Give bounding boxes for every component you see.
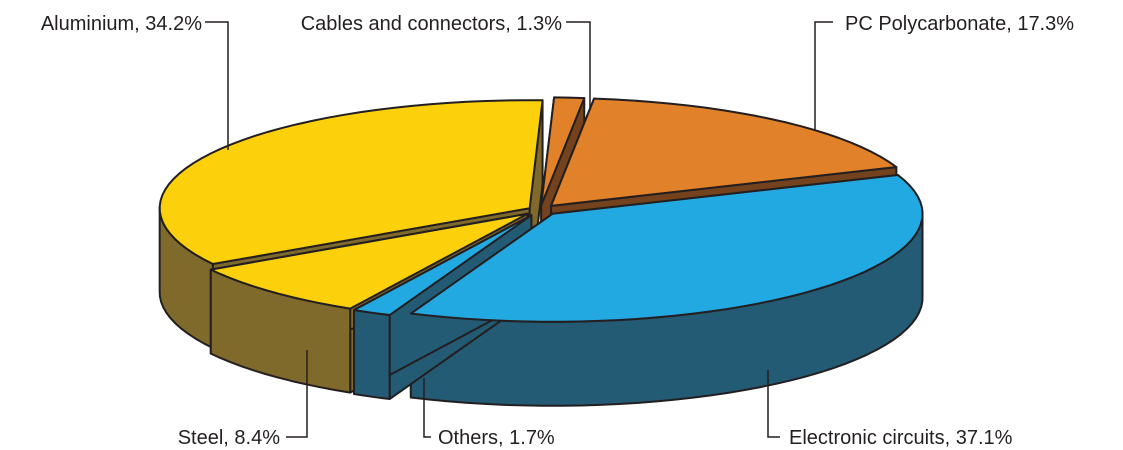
slice-side-others-0 bbox=[353, 309, 391, 401]
leader-cables-and-connectors bbox=[566, 21, 591, 110]
leader-pc-polycarbonate bbox=[814, 21, 833, 130]
label-others: Others, 1.7% bbox=[438, 427, 555, 449]
leader-aluminium bbox=[205, 21, 229, 150]
slice-pc-polycarbonate bbox=[550, 97, 898, 207]
leader-steel bbox=[286, 350, 308, 438]
leader-electronic-circuits bbox=[767, 370, 780, 438]
label-pc-polycarbonate: PC Polycarbonate, 17.3% bbox=[845, 13, 1074, 35]
leader-lines bbox=[205, 21, 833, 438]
leader-others bbox=[423, 378, 431, 438]
slice-labels: Cables and connectors, 1.3% PC Polycarbon… bbox=[41, 13, 1074, 449]
slice-steel bbox=[209, 212, 529, 310]
slice-tops bbox=[158, 96, 924, 323]
label-electronic-circuits: Electronic circuits, 37.1% bbox=[789, 427, 1013, 449]
slice-electronic-circuits bbox=[409, 173, 924, 323]
slice-aluminium bbox=[158, 99, 544, 266]
label-cables-and-connectors: Cables and connectors, 1.3% bbox=[301, 13, 562, 35]
slice-cables-and-connectors bbox=[540, 96, 586, 207]
label-aluminium: Aluminium, 34.2% bbox=[41, 13, 202, 35]
slice-others bbox=[353, 214, 533, 317]
label-steel: Steel, 8.4% bbox=[178, 427, 281, 449]
